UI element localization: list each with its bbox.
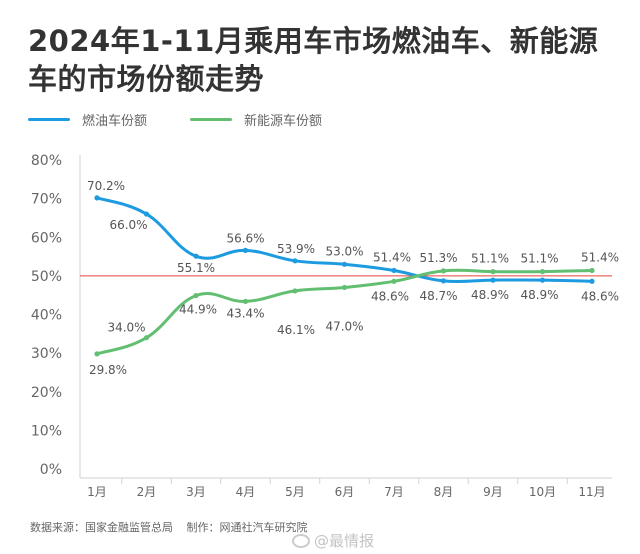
legend-swatch-fuel (28, 117, 70, 121)
series-nev-point (391, 278, 397, 284)
y-tick-label: 70% (31, 192, 62, 208)
series-nev-data-label: 51.4% (581, 250, 619, 264)
series-nev-point (193, 292, 199, 299)
series-nev-point (94, 351, 100, 357)
chart-footer: 数据来源：国家金融监管总局 制作：网通社汽车研究院 (30, 519, 318, 535)
x-tick-label: 5月 (285, 485, 305, 499)
series-fuel-point (440, 278, 447, 284)
x-tick-label: 7月 (384, 485, 404, 499)
series-fuel-data-label: 55.1% (177, 261, 215, 275)
series-nev-data-label: 46.1% (277, 323, 315, 337)
series-fuel-point (94, 195, 100, 201)
chart-title-line-1: 2024年1-11月乘用车市场燃油车、新能源 (28, 24, 599, 58)
series-nev-data-label: 47.0% (325, 319, 363, 333)
chart-title-line-2: 车的市场份额走势 (28, 62, 265, 96)
legend-item-nev: 新能源车份额 (190, 110, 323, 129)
series-nev-data-label: 29.8% (89, 363, 127, 377)
x-tick-label: 11月 (578, 485, 605, 499)
series-nev-point (589, 267, 595, 274)
series-fuel-point (341, 261, 348, 267)
series-fuel-line (95, 196, 594, 284)
legend-label-nev: 新能源车份额 (244, 113, 323, 129)
watermark-text: @最情报 (314, 532, 375, 550)
series-nev-point (490, 269, 496, 275)
legend-label-fuel: 燃油车份额 (82, 113, 148, 129)
y-tick-label: 30% (31, 346, 62, 362)
series-fuel-point (490, 277, 496, 283)
x-tick-label: 6月 (335, 485, 355, 499)
series-fuel-point (193, 253, 199, 259)
y-tick-label: 50% (31, 269, 62, 285)
watermark: @最情报 (292, 530, 374, 551)
series-fuel-point (143, 211, 150, 217)
x-tick-label: 10月 (529, 485, 556, 499)
series-nev-point (292, 288, 298, 294)
x-tick-label: 4月 (236, 485, 256, 499)
series-nev-data-label: 48.6% (371, 289, 409, 303)
y-tick-label: 40% (31, 308, 62, 324)
y-tick-label: 60% (31, 230, 62, 246)
series-fuel-data-label: 48.9% (471, 288, 509, 302)
weibo-icon (292, 533, 310, 548)
x-tick-label: 1月 (87, 485, 107, 499)
series-fuel-data-label: 66.0% (109, 218, 147, 232)
series-fuel-data-label: 48.7% (419, 289, 457, 303)
legend-swatch-nev (190, 117, 232, 121)
series-nev-data-label: 34.0% (107, 321, 145, 335)
series-fuel-point (242, 247, 249, 253)
chart-title: 2024年1-11月乘用车市场燃油车、新能源 车的市场份额走势 (28, 22, 628, 98)
series-nev-point (341, 284, 348, 291)
chart-legend: 燃油车份额 新能源车份额 (28, 110, 428, 129)
series-fuel-data-label: 48.6% (581, 289, 619, 303)
legend-item-fuel: 燃油车份额 (28, 110, 148, 129)
series-fuel-data-label: 48.9% (520, 288, 558, 302)
series-nev-point (539, 269, 546, 275)
x-tick-label: 9月 (483, 485, 503, 499)
series-nev-point (440, 268, 447, 274)
series-fuel-data-label: 53.9% (277, 242, 315, 256)
series-nev-data-label: 51.3% (419, 251, 457, 265)
footer-maker: 制作：网通社汽车研究院 (186, 521, 308, 534)
series-nev-data-label: 43.4% (226, 306, 264, 320)
x-tick-label: 3月 (186, 485, 206, 499)
y-tick-label: 80% (31, 153, 62, 169)
series-fuel-point (589, 278, 595, 284)
series-nev-data-label: 51.1% (471, 252, 509, 266)
footer-source: 数据来源：国家金融监管总局 (30, 521, 173, 534)
series-fuel-data-label: 56.6% (226, 231, 264, 245)
series-fuel-point (391, 267, 397, 274)
y-tick-label: 20% (31, 385, 62, 401)
y-tick-label: 10% (31, 423, 62, 439)
series-fuel-data-label: 70.2% (87, 179, 125, 193)
series-fuel-point (539, 277, 546, 283)
series-nev-point (242, 298, 249, 304)
series-fuel-data-label: 53.0% (325, 244, 363, 258)
series-nev-point (143, 335, 150, 341)
series-nev-line (95, 268, 594, 356)
series-nev-data-label: 44.9% (179, 303, 217, 317)
series-fuel-point (292, 258, 298, 264)
x-tick-label: 8月 (434, 485, 454, 499)
x-tick-label: 2月 (137, 485, 157, 499)
y-tick-label: 0% (40, 462, 62, 478)
series-fuel-data-label: 51.4% (373, 250, 411, 264)
series-nev-data-label: 51.1% (520, 252, 558, 266)
